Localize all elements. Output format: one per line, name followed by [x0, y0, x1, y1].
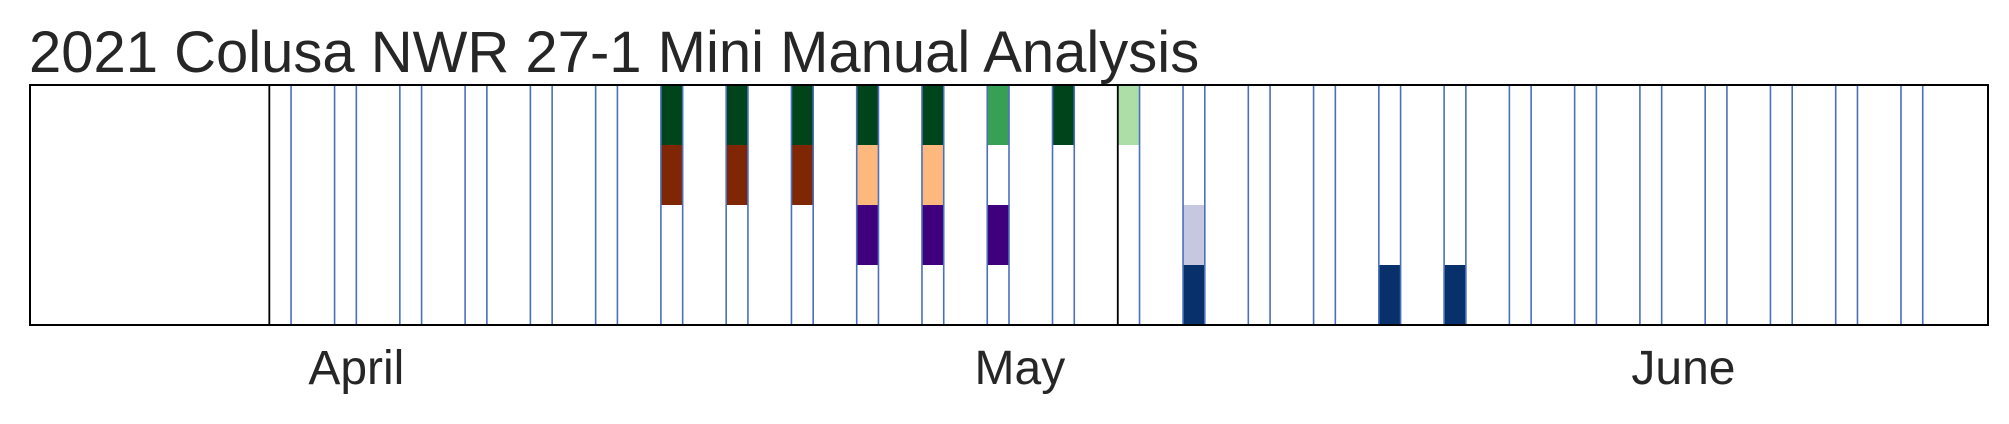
- cell-2021-05-12-row2: [921, 205, 944, 265]
- month-label-june: June: [1631, 342, 1735, 395]
- cells-layer: [660, 85, 1466, 325]
- month-label-may: May: [975, 342, 1066, 395]
- cell-2021-05-15-row0: [987, 85, 1009, 145]
- cell-2021-05-03-row0: [726, 85, 748, 145]
- cell-2021-05-09-row2: [856, 205, 879, 265]
- cell-2021-05-09-row1: [856, 145, 879, 205]
- plot-frame: [29, 84, 1989, 326]
- chart-title: 2021 Colusa NWR 27-1 Mini Manual Analysi…: [29, 20, 1200, 85]
- cell-2021-06-05-row3: [1444, 265, 1466, 325]
- cell-2021-05-06-row0: [791, 85, 814, 145]
- cell-2021-06-02-row3: [1378, 265, 1401, 325]
- cell-2021-05-21-row0: [1117, 85, 1140, 145]
- cell-2021-05-12-row1: [921, 145, 944, 205]
- survey-lines-layer: [268, 85, 1924, 325]
- cell-2021-04-30-row0: [660, 85, 683, 145]
- cell-2021-04-30-row1: [660, 145, 683, 205]
- dividers-layer: [268, 85, 1119, 325]
- cell-2021-05-03-row1: [726, 145, 748, 205]
- cell-2021-05-15-row2: [987, 205, 1009, 265]
- month-labels-layer: April May June: [308, 342, 1735, 395]
- cell-2021-05-24-row3: [1183, 265, 1205, 325]
- cell-2021-05-24-row2: [1183, 205, 1205, 265]
- cell-2021-05-09-row0: [856, 85, 879, 145]
- cell-2021-05-18-row0: [1052, 85, 1075, 145]
- month-label-april: April: [308, 342, 404, 395]
- cell-2021-05-06-row1: [791, 145, 814, 205]
- cell-2021-05-12-row0: [921, 85, 944, 145]
